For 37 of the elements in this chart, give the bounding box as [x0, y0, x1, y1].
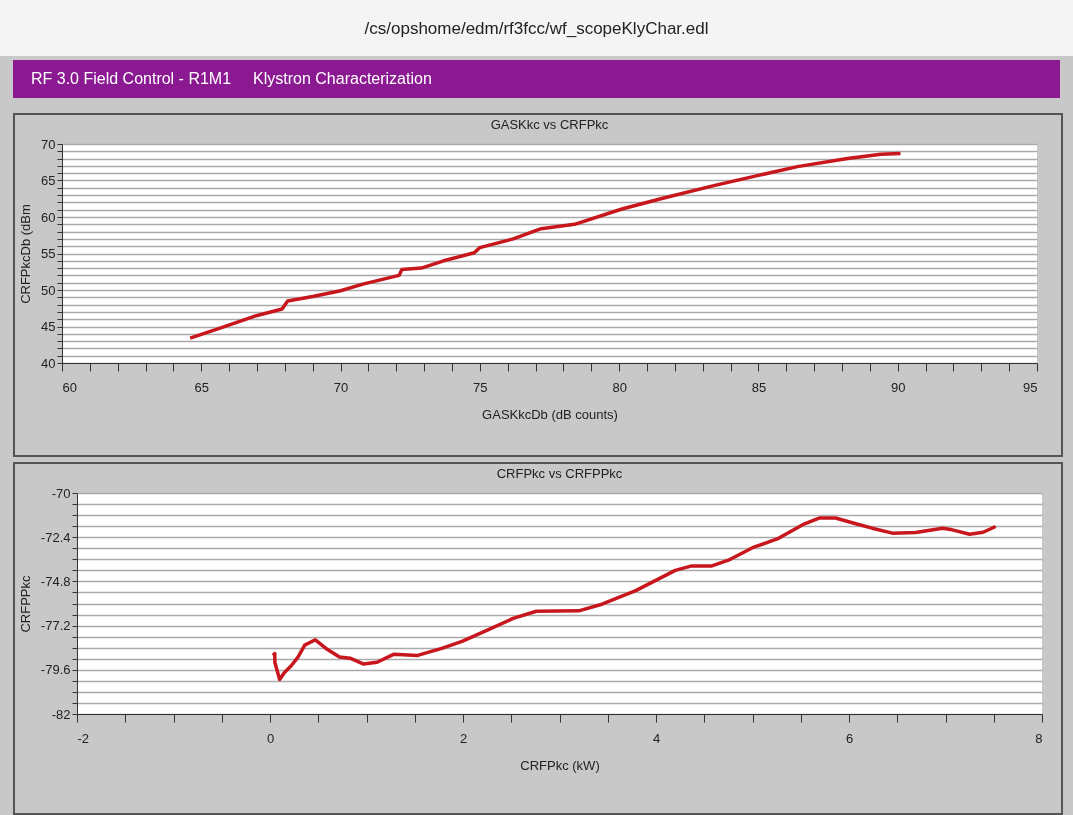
x-tick-label: 0: [266, 730, 275, 746]
line-series: [188, 151, 903, 340]
chart-title: GASKkc vs CRFPkc: [490, 117, 609, 132]
x-tick-label: 4: [652, 730, 661, 746]
line-series: [271, 516, 998, 682]
y-tick-label: -74.8: [40, 573, 71, 589]
x-tick-label: 6: [845, 730, 854, 746]
y-tick-label: 60: [41, 209, 56, 225]
y-tick-label: -72.4: [40, 529, 71, 545]
x-tick-label: 80: [612, 379, 627, 395]
x-tick-label: -2: [77, 730, 90, 746]
y-tick-label: 45: [41, 319, 56, 334]
text: /cs/opshome/edm/rf3fcc/wf_scopeKlyChar.edl: [0, 0, 1073, 56]
y-tick-label: 50: [41, 282, 56, 298]
y-axis-title: CRFPPkc: [17, 574, 33, 633]
x-tick-label: 65: [194, 379, 210, 395]
chart-title: CRFPkc vs CRFPPkc: [496, 466, 623, 481]
x-tick-label: 8: [1035, 730, 1043, 746]
y-tick-label: -77.2: [40, 618, 71, 634]
y-tick-label: 65: [41, 173, 56, 188]
y-axis-title: CRFPkcDb (dBm: [18, 204, 34, 304]
x-axis-title: CRFPkc (kW): [520, 757, 600, 773]
x-tick-label: 95: [1023, 379, 1038, 395]
x-axis-title: GASKkcDb (dB counts): [482, 406, 618, 422]
y-tick-label: 40: [41, 355, 56, 371]
y-tick-label: -79.6: [40, 662, 71, 678]
text: Klystron Characterization: [253, 70, 432, 87]
x-tick-label: 2: [459, 730, 468, 746]
x-tick-label: 90: [890, 379, 906, 395]
y-tick-label: 70: [41, 136, 56, 152]
text: RF 3.0 Field Control - R1M1: [31, 70, 232, 87]
x-tick-label: 75: [473, 379, 488, 395]
y-tick-label: 55: [41, 246, 56, 261]
y-tick-label: -70: [51, 485, 71, 501]
x-tick-label: 85: [751, 379, 767, 395]
x-tick-label: 70: [333, 379, 349, 395]
y-tick-label: -82: [51, 706, 71, 722]
